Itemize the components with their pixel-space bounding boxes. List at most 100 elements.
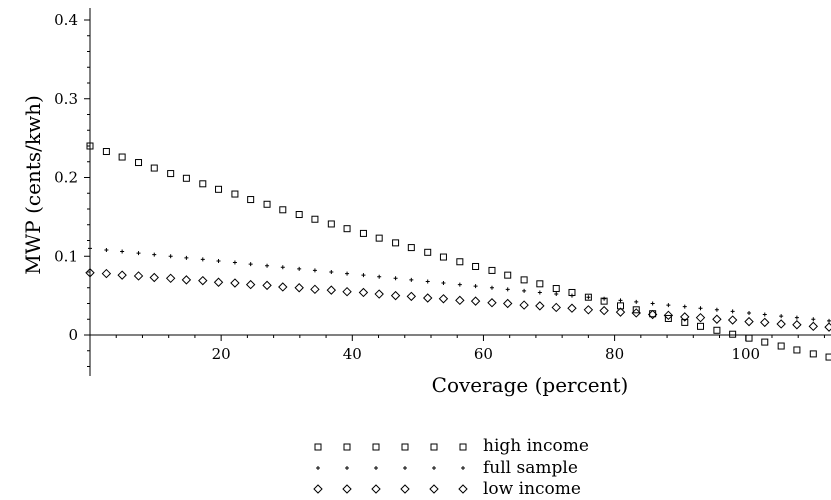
legend-marker-high-income <box>372 443 380 451</box>
point-low-income <box>230 278 240 288</box>
legend-marker-full-sample <box>403 466 407 470</box>
point-full-sample <box>827 318 831 323</box>
data-marks <box>85 142 831 361</box>
point-high-income <box>777 342 785 350</box>
point-full-sample <box>168 254 173 259</box>
point-full-sample <box>232 260 237 265</box>
point-low-income <box>117 270 127 280</box>
point-low-income <box>583 305 594 315</box>
point-full-sample <box>586 295 591 300</box>
point-full-sample <box>650 301 655 306</box>
point-full-sample <box>505 287 510 292</box>
point-high-income <box>456 258 464 266</box>
point-high-income <box>439 253 447 261</box>
point-full-sample <box>666 303 671 308</box>
point-low-income <box>213 277 224 287</box>
point-full-sample <box>297 266 302 271</box>
point-high-income <box>279 206 287 214</box>
point-low-income <box>149 272 159 283</box>
point-full-sample <box>200 257 205 262</box>
point-low-income <box>326 285 337 295</box>
point-full-sample <box>811 317 816 322</box>
legend-marker-full-sample <box>461 466 465 470</box>
point-high-income <box>247 196 255 204</box>
point-low-income <box>776 319 786 329</box>
point-full-sample <box>152 252 157 257</box>
point-low-income <box>262 280 272 291</box>
legend: high income full sample low income <box>313 436 589 499</box>
point-full-sample <box>120 249 125 254</box>
point-full-sample <box>441 281 446 286</box>
point-full-sample <box>714 307 719 312</box>
point-low-income <box>278 282 288 292</box>
point-high-income <box>86 142 94 150</box>
point-full-sample <box>104 247 109 252</box>
point-high-income <box>102 148 110 156</box>
legend-marker-low-income <box>458 484 468 494</box>
point-low-income <box>342 286 352 297</box>
legend-marker-full-sample <box>345 466 349 470</box>
point-low-income <box>519 300 529 310</box>
point-low-income <box>663 310 674 321</box>
point-full-sample <box>345 271 350 276</box>
point-full-sample <box>216 258 221 263</box>
point-high-income <box>825 353 831 361</box>
point-full-sample <box>618 298 623 303</box>
point-high-income <box>150 164 158 172</box>
point-full-sample <box>794 315 799 320</box>
y-tick-label: 0.3 <box>54 90 78 108</box>
point-high-income <box>182 174 190 182</box>
legend-marker-high-income <box>401 443 409 451</box>
point-high-income <box>664 314 672 322</box>
legend-marker-low-income <box>371 484 381 494</box>
point-full-sample <box>489 285 494 290</box>
point-low-income <box>760 317 770 328</box>
point-full-sample <box>762 312 767 317</box>
legend-marker-full-sample <box>374 466 378 470</box>
point-low-income <box>503 298 513 309</box>
legend-marker-high-income <box>459 443 467 451</box>
point-low-income <box>808 321 819 332</box>
point-low-income <box>374 289 384 299</box>
point-high-income <box>215 185 223 193</box>
point-high-income <box>536 280 544 288</box>
y-tick-label: 0.4 <box>54 11 78 29</box>
legend-marker-high-income <box>343 443 351 451</box>
point-low-income <box>744 316 754 327</box>
point-full-sample <box>747 310 752 315</box>
point-low-income <box>406 291 417 302</box>
point-full-sample <box>265 263 270 268</box>
point-full-sample <box>393 276 398 281</box>
point-full-sample <box>634 299 639 304</box>
point-high-income <box>632 306 640 314</box>
point-low-income <box>198 275 208 286</box>
point-high-income <box>520 276 528 284</box>
point-low-income <box>551 302 561 313</box>
legend-label-full-sample: full sample <box>483 458 578 478</box>
point-full-sample <box>377 274 382 279</box>
legend-marker-low-income <box>342 484 352 494</box>
point-low-income <box>390 290 401 301</box>
point-high-income <box>488 266 496 274</box>
point-full-sample <box>248 262 253 267</box>
point-high-income <box>407 244 415 252</box>
x-tick-label: 60 <box>474 345 493 363</box>
point-low-income <box>727 315 738 325</box>
point-high-income <box>167 170 175 178</box>
point-full-sample <box>522 288 527 293</box>
point-high-income <box>697 322 705 330</box>
point-high-income <box>311 215 319 223</box>
x-tick-label: 20 <box>212 345 231 363</box>
point-full-sample <box>329 270 334 274</box>
point-low-income <box>535 301 545 311</box>
point-high-income <box>231 190 239 198</box>
y-tick-label: 0.1 <box>54 247 78 265</box>
point-high-income <box>713 326 721 334</box>
point-full-sample <box>136 251 141 256</box>
point-low-income <box>455 295 465 306</box>
point-full-sample <box>554 292 559 297</box>
ticks: 20 40 60 80 100 0 0.1 0.2 0.3 0.4 <box>54 11 825 367</box>
point-full-sample <box>779 314 784 319</box>
point-full-sample <box>312 268 317 273</box>
legend-marks <box>313 443 468 494</box>
